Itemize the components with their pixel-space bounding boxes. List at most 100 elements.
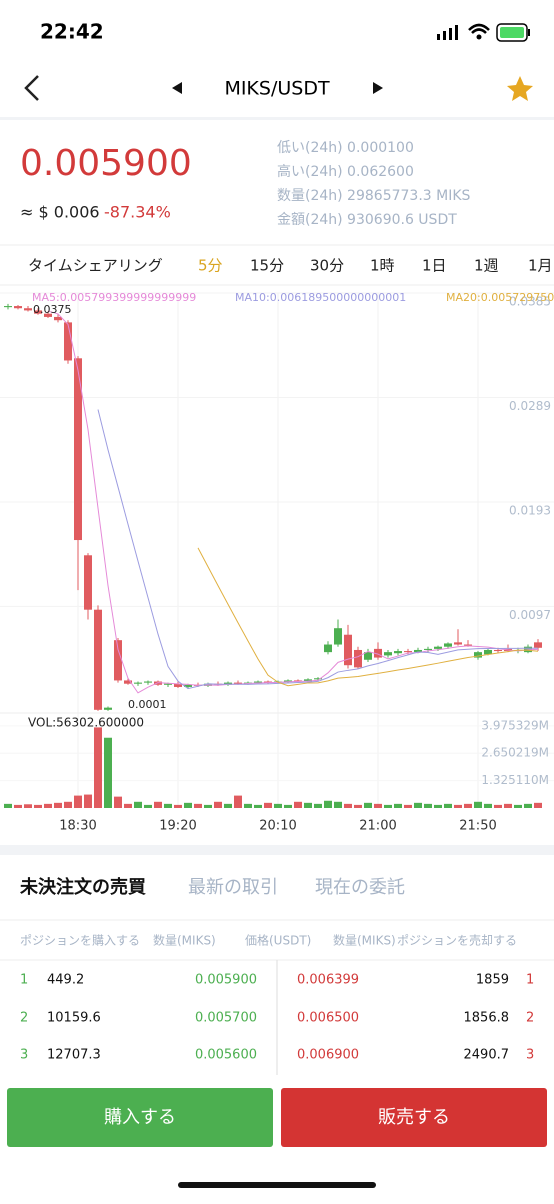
candle-body [334,628,342,645]
candle-body [264,681,272,683]
volume-bar [434,804,442,808]
interval-tab[interactable]: 30分 [310,257,344,275]
status-icons [437,23,530,42]
stat: 低い(24h) 0.000100 [277,140,414,156]
candle-body [374,648,382,658]
sell-button[interactable] [281,1088,547,1147]
candle-body [234,682,242,684]
volume-bar [524,803,532,808]
volume-bar [514,804,522,808]
favorite-star[interactable] [507,76,533,101]
candle-body [34,310,42,314]
volume-bar [174,804,182,808]
ask-qty: 1859 [476,973,509,988]
sell-label[interactable]: 販売する [378,1107,450,1128]
candle-body [354,649,362,668]
prev-pair[interactable] [172,82,182,94]
column-header: 数量(MIKS) [333,933,396,948]
volume-bar [214,801,222,808]
stat: 数量(24h) 29865773.3 MIKS [277,188,471,204]
y-tick-label: 0.0097 [509,608,551,622]
candle-body [24,308,32,311]
y-tick-label: 0.0385 [509,295,551,309]
order-tab[interactable]: 現在の委託 [315,877,405,898]
interval-tab[interactable]: 1時 [370,257,395,275]
bid-index: 2 [20,1011,28,1026]
candle-body [44,313,52,317]
volume-bar [364,802,372,808]
interval-tab[interactable]: 1日 [422,257,447,275]
volume-bar [294,801,302,808]
volume-bar [44,803,52,808]
candle-body [164,683,172,685]
order-tab[interactable]: 未決注文の売買 [20,876,146,898]
bid-qty: 12707.3 [47,1048,101,1063]
buy-label[interactable]: 購入する [104,1107,176,1128]
volume-bar [234,795,242,808]
volume-bar [124,803,132,808]
interval-tab[interactable]: 5分 [198,257,223,275]
volume-bar [414,802,422,808]
volume-bar [114,796,122,808]
interval-tab[interactable]: 1週 [474,257,499,275]
candle-body [444,643,452,647]
volume-bar [14,804,22,808]
y-tick-label: 0.0289 [509,399,551,413]
candle-body [134,682,142,684]
clock: 22:42 [40,20,104,44]
candle-body [494,649,502,652]
change: -87.34% [104,203,171,222]
volume-bar [394,803,402,808]
volume-bar [104,737,112,808]
interval-tab[interactable]: 1月 [528,257,553,275]
pair-title: MIKS/USDT [224,78,330,100]
bid-price: 0.005600 [195,1048,257,1063]
volume-tick-label: 3.975329M [481,718,549,732]
ma-line [47,310,539,694]
ask-price: 0.006399 [297,973,359,988]
bid-qty: 449.2 [47,973,84,988]
volume-bar [24,804,32,808]
candle-body [64,322,72,361]
column-header: ポジションを売却する [397,933,517,948]
approx-price: ≈ $ 0.006 [20,203,100,222]
candle-body [14,306,22,309]
bid-price: 0.005900 [195,973,257,988]
column-header: ポジションを購入する [20,934,140,948]
ma-legend: MA5:0.005799399999999999 [32,291,196,304]
candle-body [254,681,262,683]
volume-bar [194,803,202,808]
ask-price: 0.006900 [297,1048,359,1063]
volume-bar [324,800,332,808]
ask-index: 1 [526,973,534,988]
back-button[interactable] [24,75,39,101]
max-marker: 0.0375 [33,303,72,316]
interval-tab[interactable]: タイムシェアリング [28,257,163,275]
volume-bar [354,804,362,808]
volume-bar [244,803,252,808]
x-tick-label: 19:20 [159,819,196,834]
interval-tab[interactable]: 15分 [250,257,284,275]
volume-bar [134,801,142,808]
volume-bar [404,804,412,808]
order-tab[interactable]: 最新の取引 [188,877,278,898]
volume-bar [154,801,162,808]
ask-index: 3 [526,1048,534,1063]
candle-body [454,642,462,645]
volume-bar [254,804,262,808]
volume-bar [94,727,102,808]
buy-button[interactable] [7,1088,273,1147]
volume-bar [84,794,92,808]
divider [0,117,554,120]
volume-bar [314,803,322,808]
ma-legend: MA10:0.006189500000000001 [235,291,406,304]
next-pair[interactable] [373,82,383,94]
volume-tick-label: 1.325110M [481,773,549,787]
candle-body [4,306,12,308]
volume-bar [374,803,382,808]
candle-body [94,609,102,710]
candle-body [114,640,122,681]
volume-bar [284,804,292,808]
candle-body [474,652,482,658]
candle-body [174,683,182,687]
